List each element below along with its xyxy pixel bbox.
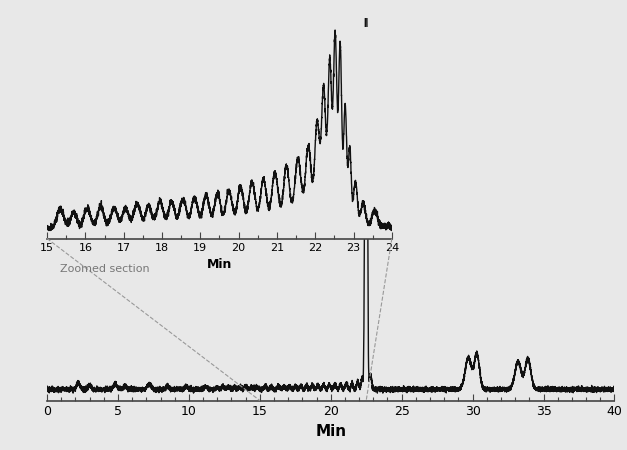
X-axis label: Min: Min xyxy=(315,424,346,439)
Text: Zoomed section: Zoomed section xyxy=(60,264,149,274)
X-axis label: Min: Min xyxy=(207,257,232,270)
